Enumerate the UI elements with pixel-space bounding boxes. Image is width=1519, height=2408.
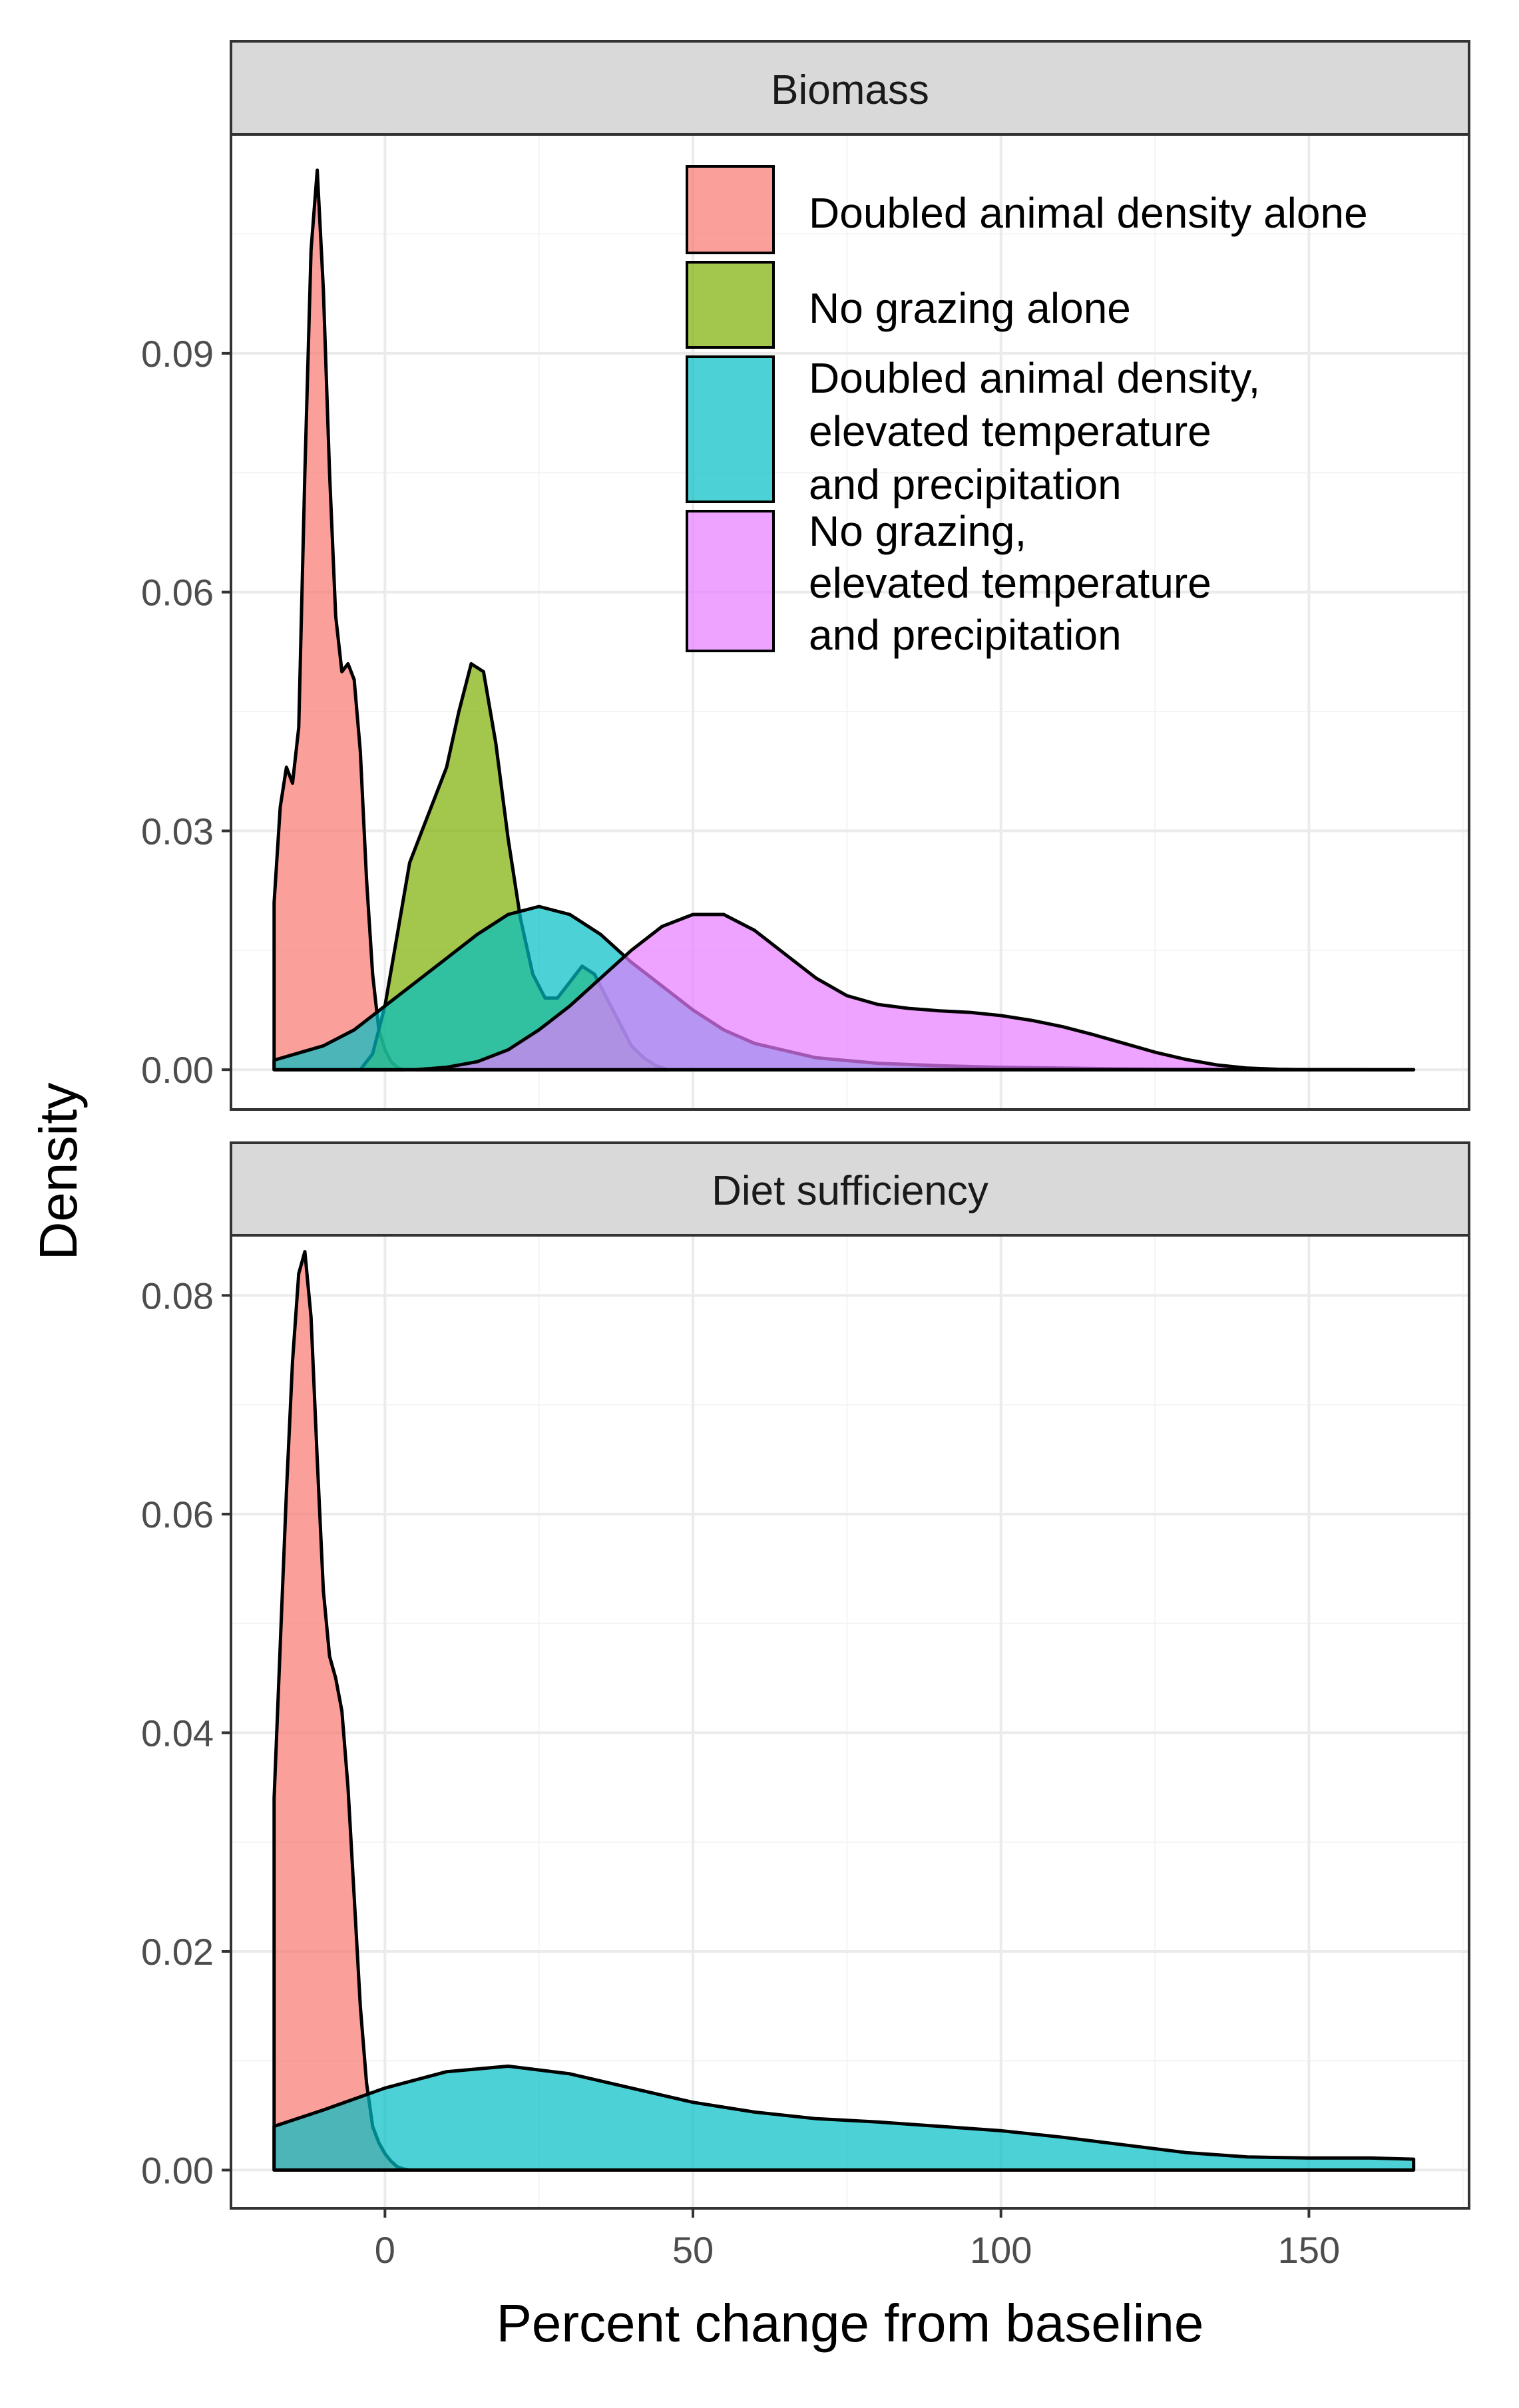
legend-label-no-grazing-climate-line2: elevated temperature <box>809 559 1211 607</box>
legend-swatch-no-grazing-alone <box>686 261 775 349</box>
strip-diet-sufficiency <box>230 1141 1470 1237</box>
strip-title-diet-sufficiency: Diet sufficiency <box>712 1168 988 1214</box>
panel-diet-sufficiency: Diet sufficiency 0.00 0.02 0.04 0.06 0.08 <box>141 1141 1470 2210</box>
panel-border-biomass <box>230 133 1470 1111</box>
y-tick-label: 0.06 <box>141 572 214 614</box>
y-axis-title: Density <box>29 1083 88 1261</box>
y-tick-label: 0.09 <box>141 333 214 375</box>
y-tick-label: 0.04 <box>141 1712 214 1754</box>
y-axis-diet-sufficiency: 0.00 0.02 0.04 0.06 0.08 <box>141 1275 231 2192</box>
legend-label-doubled-alone: Doubled animal density alone <box>809 189 1368 237</box>
y-tick-label: 0.00 <box>141 1049 214 1091</box>
x-axis-title: Percent change from baseline <box>497 2294 1204 2353</box>
y-tick-label: 0.08 <box>141 1275 214 1316</box>
plot-area-diet-sufficiency <box>231 1235 1469 2208</box>
density-series-biomass <box>272 168 1416 1072</box>
y-tick-label: 0.02 <box>141 1931 214 1973</box>
x-tick-label: 50 <box>672 2229 714 2271</box>
x-tick-label: 100 <box>970 2229 1032 2271</box>
x-tick-label: 150 <box>1278 2229 1340 2271</box>
density-series-diet-sufficiency <box>272 1250 1416 2172</box>
density-area-doubled-climate <box>272 2064 1416 2172</box>
x-tick-label: 0 <box>375 2229 395 2271</box>
density-area-no-grazing-climate <box>414 912 1416 1072</box>
legend-label-no-grazing-climate-line3: and precipitation <box>809 611 1122 659</box>
x-axis: 0 50 100 150 <box>375 2208 1340 2271</box>
gridlines-biomass <box>231 134 1469 1109</box>
y-axis-biomass: 0.00 0.03 0.06 0.09 <box>141 333 231 1091</box>
y-tick-label: 0.00 <box>141 2150 214 2192</box>
legend-swatch-doubled-alone <box>686 165 775 254</box>
legend-label-doubled-climate-line3: and precipitation <box>809 461 1122 508</box>
legend-swatch-doubled-climate <box>686 355 775 503</box>
y-tick-label: 0.06 <box>141 1494 214 1535</box>
legend-swatch-no-grazing-climate <box>686 510 775 652</box>
panel-border-diet-sufficiency <box>230 1234 1470 2210</box>
legend-label-doubled-climate-line2: elevated temperature <box>809 407 1211 455</box>
legend: Doubled animal density alone No grazing … <box>686 165 1368 659</box>
legend-label-no-grazing-alone: No grazing alone <box>809 284 1131 332</box>
panel-biomass: Biomass Doubled animal density alone No … <box>141 40 1470 1111</box>
legend-label-doubled-climate-line1: Doubled animal density, <box>809 354 1260 402</box>
y-tick-label: 0.03 <box>141 810 214 852</box>
strip-title-biomass: Biomass <box>771 67 929 113</box>
legend-label-no-grazing-climate-line1: No grazing, <box>809 507 1026 555</box>
strip-biomass <box>230 40 1470 136</box>
